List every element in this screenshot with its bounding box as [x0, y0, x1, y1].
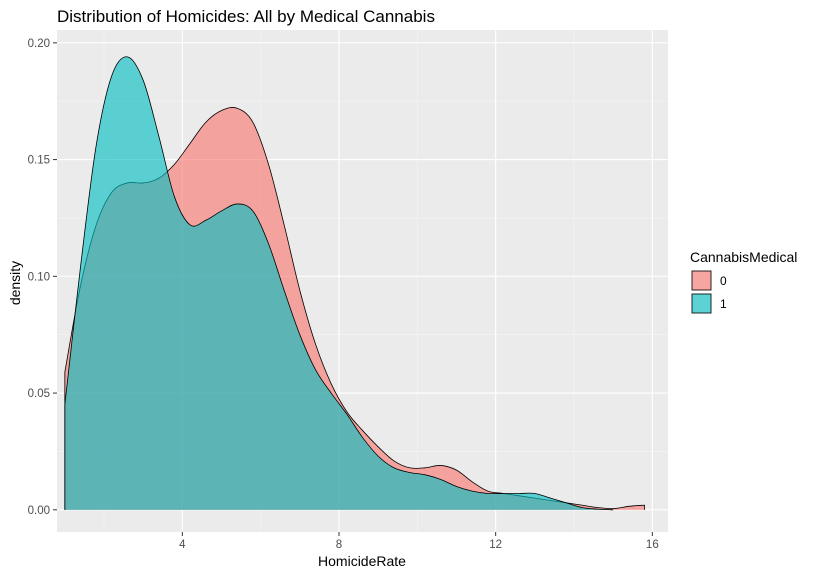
- density-outline-1: [64, 56, 614, 511]
- y-axis-label: density: [7, 261, 23, 305]
- x-tick-label: 16: [646, 539, 659, 551]
- y-tick-label: 0.00: [28, 505, 50, 517]
- density-area-1: [64, 56, 614, 510]
- chart-title: Distribution of Homicides: All by Medica…: [57, 7, 435, 26]
- y-tick-label: 0.10: [28, 271, 50, 283]
- legend-key-0: [691, 270, 712, 291]
- x-axis: 4 8 12 16: [179, 532, 659, 551]
- legend-label-0: 0: [720, 274, 727, 288]
- legend-label-1: 1: [720, 297, 727, 311]
- x-tick-label: 4: [179, 539, 186, 551]
- y-tick-label: 0.20: [28, 38, 50, 50]
- y-tick-label: 0.15: [28, 155, 50, 167]
- legend-key-1: [691, 293, 712, 314]
- y-tick-label: 0.05: [28, 388, 50, 400]
- x-axis-label: HomicideRate: [318, 553, 406, 569]
- x-tick-label: 12: [489, 539, 502, 551]
- y-axis: 0.00 0.05 0.10 0.15 0.20: [28, 38, 57, 517]
- x-tick-label: 8: [336, 539, 342, 551]
- legend-title: CannabisMedical: [690, 249, 797, 265]
- density-areas: [64, 56, 645, 511]
- legend: CannabisMedical 0 1: [690, 249, 797, 314]
